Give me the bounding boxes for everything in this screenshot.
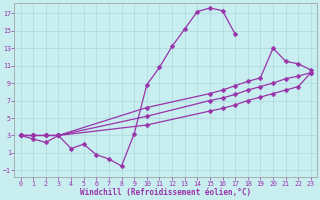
X-axis label: Windchill (Refroidissement éolien,°C): Windchill (Refroidissement éolien,°C) bbox=[80, 188, 251, 197]
